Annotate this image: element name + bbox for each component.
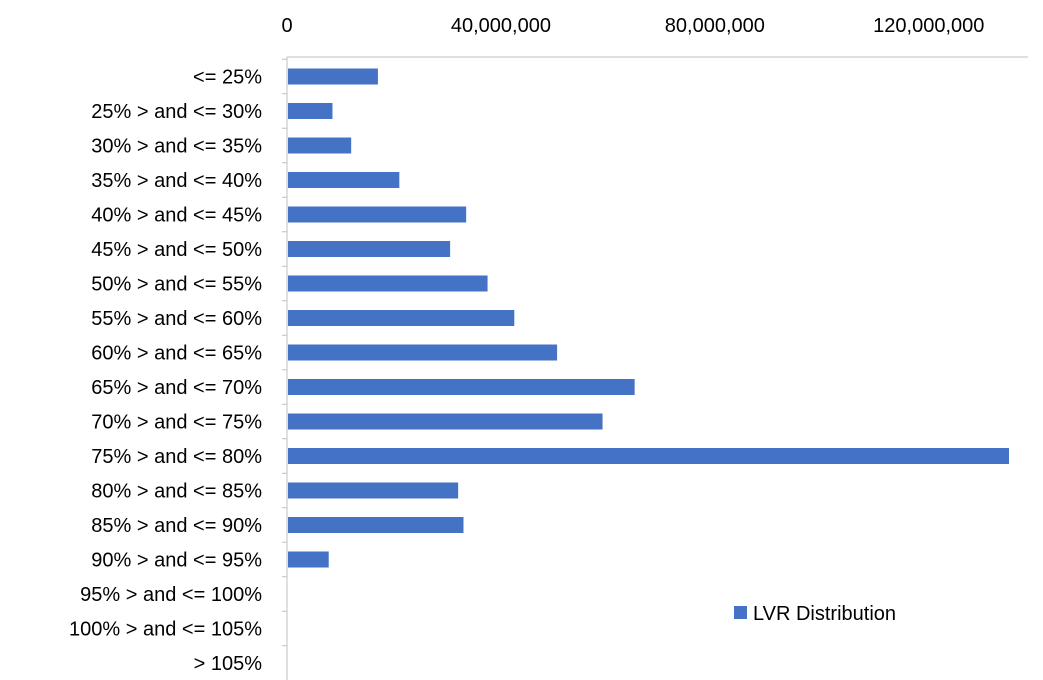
bar — [288, 137, 352, 154]
bar — [288, 172, 400, 188]
x-axis-ticks: 0 40,000,000 80,000,000 120,000,000 — [281, 15, 984, 37]
legend-swatch — [734, 606, 747, 619]
bar — [288, 275, 488, 292]
y-category-label: 60% > and <= 65% — [91, 343, 262, 365]
y-category-label: 50% > and <= 55% — [91, 274, 262, 296]
y-category-label: 45% > and <= 50% — [91, 239, 262, 261]
legend-label: LVR Distribution — [753, 603, 896, 625]
y-category-label: 40% > and <= 45% — [91, 205, 262, 227]
y-category-label: 90% > and <= 95% — [91, 550, 262, 572]
y-category-label: 85% > and <= 90% — [91, 515, 262, 537]
legend: LVR Distribution — [734, 603, 896, 625]
bar — [288, 103, 333, 119]
y-category-label: 55% > and <= 60% — [91, 308, 262, 330]
y-axis-labels: <= 25% 25% > and <= 30% 30% > and <= 35% 35… — [69, 58, 287, 675]
bar — [288, 413, 603, 430]
y-category-label: 75% > and <= 80% — [91, 446, 262, 468]
y-category-label: 100% > and <= 105% — [69, 619, 262, 641]
bar — [288, 517, 464, 533]
x-tick-label: 40,000,000 — [451, 15, 551, 37]
x-tick-label: 0 — [281, 15, 292, 37]
y-category-label: 35% > and <= 40% — [91, 170, 262, 192]
bar — [288, 344, 558, 361]
y-category-label: <= 25% — [193, 67, 262, 89]
y-category-label: 70% > and <= 75% — [91, 412, 262, 434]
x-tick-label: 80,000,000 — [665, 15, 765, 37]
x-tick-label: 120,000,000 — [873, 15, 984, 37]
y-category-label: 65% > and <= 70% — [91, 377, 262, 399]
y-category-label: > 105% — [194, 653, 263, 675]
bar-series — [288, 68, 1009, 568]
y-category-label: 95% > and <= 100% — [80, 584, 262, 606]
y-category-label: 25% > and <= 30% — [91, 101, 262, 123]
bar — [288, 68, 378, 85]
bar — [288, 379, 635, 395]
bar — [288, 482, 459, 499]
y-category-label: 80% > and <= 85% — [91, 481, 262, 503]
bar — [288, 448, 1009, 464]
bar — [288, 206, 467, 223]
y-category-label: 30% > and <= 35% — [91, 136, 262, 158]
bar — [288, 551, 329, 568]
bar — [288, 310, 515, 326]
bar — [288, 241, 451, 257]
